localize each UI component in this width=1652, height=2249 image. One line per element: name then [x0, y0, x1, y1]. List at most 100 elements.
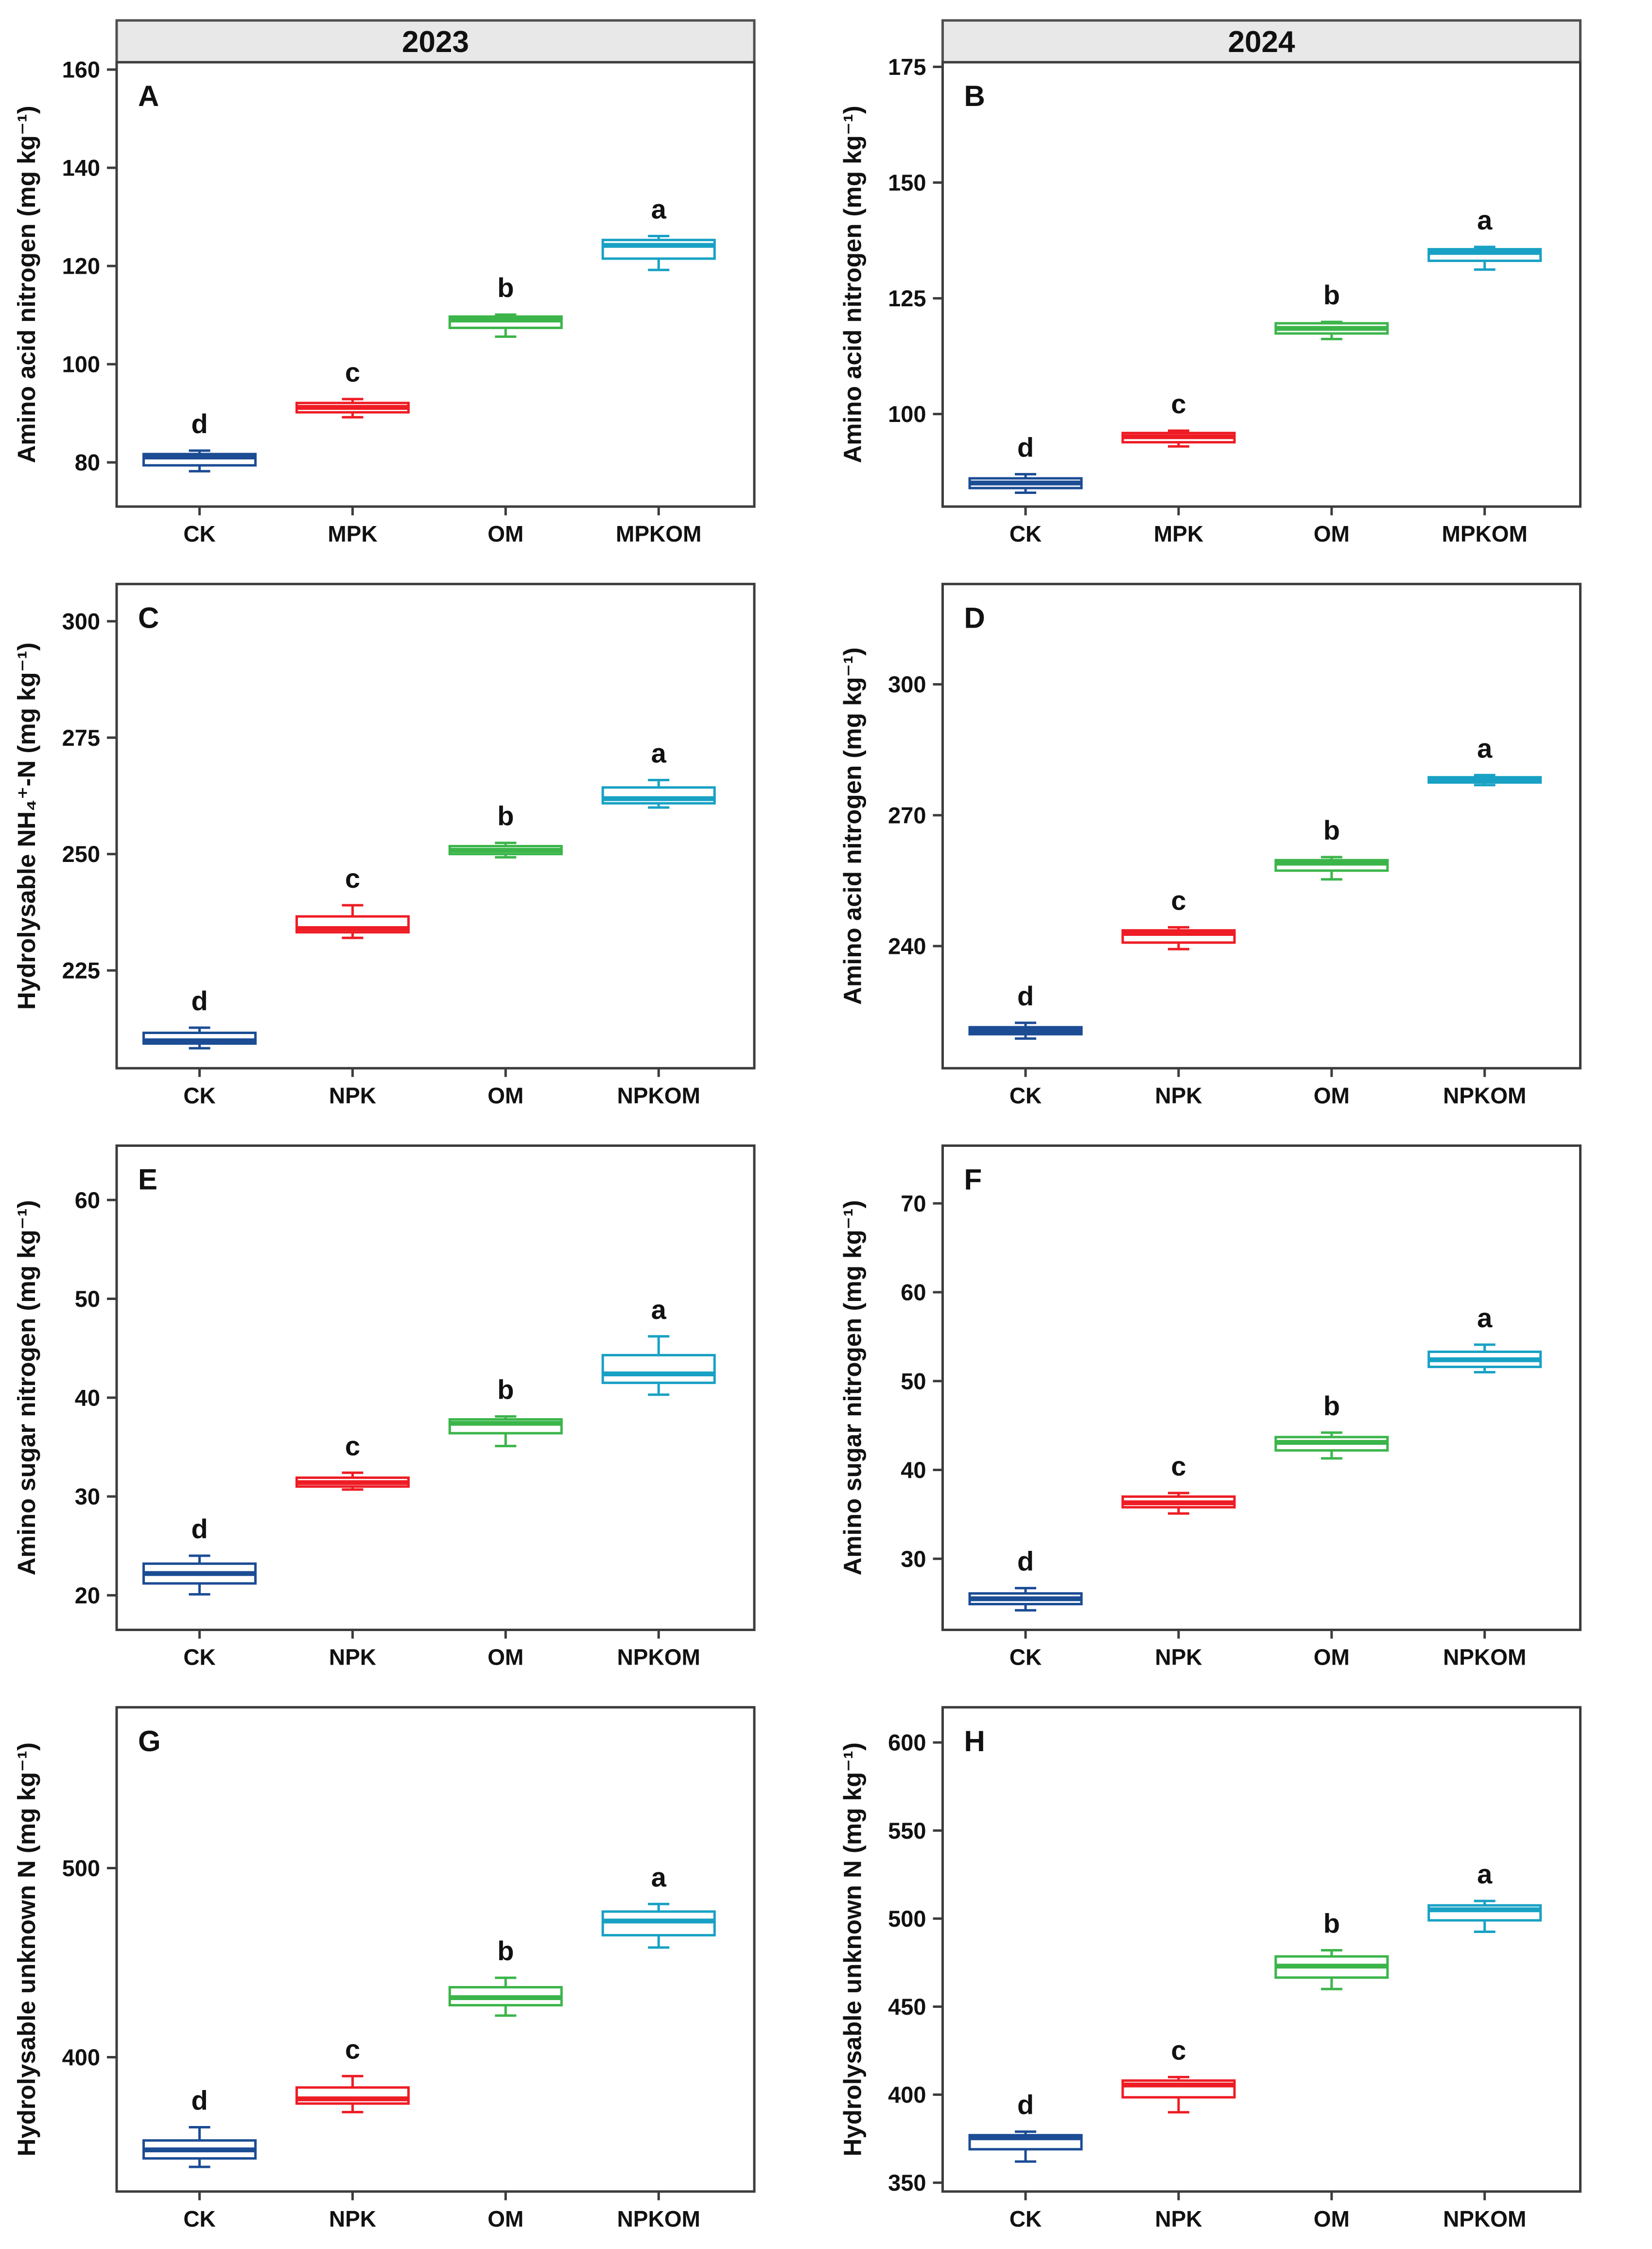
panel-e-npk-sig-letter: c	[345, 1430, 360, 1461]
panel-d-om-sig-letter: b	[1323, 815, 1340, 845]
panel-f-frame	[941, 1144, 1582, 1631]
panel-f: 30 40 50 60 70 Amino sugar nitrogen (mg kg⁻¹)…	[839, 1144, 1582, 1670]
panel-g-ytick-label: 400	[62, 2044, 100, 2070]
panel-c-ytick-label: 300	[62, 608, 100, 634]
panel-h-npk-sig-letter: c	[1171, 2035, 1186, 2065]
panel-g-frame	[115, 1706, 756, 2193]
panel-e-npkom-sig-letter: a	[651, 1294, 667, 1325]
panel-g-ck-sig-letter: d	[191, 2085, 208, 2115]
panel-g-letter: G	[138, 1725, 161, 1757]
panel-d-ck-sig-letter: d	[1017, 981, 1034, 1011]
panel-a-om-xtick-label: OM	[487, 521, 523, 546]
panel-h-om-xtick-label: OM	[1314, 2206, 1350, 2231]
panel-h-y-axis-label: Hydrolysable unknown N (mg kg⁻¹)	[839, 1742, 867, 2157]
panel-h-ytick-label: 600	[888, 1730, 926, 1756]
panel-b-mpkom-xtick-label: MPKOM	[1442, 521, 1528, 546]
panel-h-ytick-label: 350	[888, 2170, 926, 2196]
panel-c-npkom-xtick-label: NPKOM	[617, 1083, 700, 1108]
panel-a-mpk-xtick-label: MPK	[328, 521, 377, 546]
panel-e-y-axis-label: Amino sugar nitrogen (mg kg⁻¹)	[13, 1200, 40, 1575]
panel-c-letter: C	[138, 601, 159, 634]
panel-b-frame	[941, 61, 1582, 508]
panel-b-mpk-sig-letter: c	[1171, 388, 1186, 419]
panel-d-npk-xtick-label: NPK	[1155, 1083, 1202, 1108]
panel-d-ytick-label: 240	[888, 933, 926, 959]
panel-d-om-xtick-label: OM	[1314, 1083, 1350, 1108]
panel-e-ytick-label: 60	[75, 1187, 100, 1213]
panel-f-y-axis-label: Amino sugar nitrogen (mg kg⁻¹)	[839, 1200, 867, 1575]
panel-c-ytick-label: 275	[62, 725, 100, 751]
panel-f-ck-xtick-label: CK	[1009, 1645, 1042, 1670]
panel-h-om-sig-letter: b	[1323, 1908, 1340, 1939]
panel-f-npk-sig-letter: c	[1171, 1451, 1186, 1481]
panel-b: 2024 100 125 150 175 Amino acid nitrogen (mg …	[839, 19, 1582, 546]
panel-h-letter: H	[964, 1725, 985, 1757]
panel-a: 2023 80 100 120 140 160 Amino acid nitrogen (m…	[13, 19, 756, 546]
panel-b-ytick-label: 100	[888, 401, 926, 427]
panel-g: 400 500 Hydrolysable unknown N (mg kg⁻¹) G C…	[13, 1706, 756, 2231]
panel-c-ck-sig-letter: d	[191, 985, 208, 1016]
panel-h-ytick-label: 450	[888, 1994, 926, 2020]
panel-a-ytick-label: 80	[75, 450, 100, 475]
panel-b-ytick-label: 125	[888, 285, 926, 311]
panel-g-om-xtick-label: OM	[487, 2206, 523, 2231]
panel-d-npk-sig-letter: c	[1171, 885, 1186, 915]
panel-e-ytick-label: 30	[75, 1484, 100, 1510]
panel-h-npkom-xtick-label: NPKOM	[1443, 2206, 1526, 2231]
panel-e: 20 30 40 50 60 Amino sugar nitrogen (mg kg⁻¹)…	[13, 1144, 756, 1670]
panel-d-frame	[941, 582, 1582, 1070]
panel-f-ck-sig-letter: d	[1017, 1546, 1034, 1577]
panel-g-y-axis-label: Hydrolysable unknown N (mg kg⁻¹)	[13, 1742, 40, 2157]
panel-d-ytick-label: 300	[888, 671, 926, 697]
panel-b-mpk-xtick-label: MPK	[1154, 521, 1203, 546]
year-header-label: 2024	[1228, 25, 1295, 59]
panel-g-ytick-label: 500	[62, 1855, 100, 1881]
panel-f-npkom-sig-letter: a	[1477, 1302, 1493, 1333]
panel-d-ytick-label: 270	[888, 802, 926, 828]
panel-e-ytick-label: 20	[75, 1582, 100, 1608]
panel-c-npk-xtick-label: NPK	[329, 1083, 376, 1108]
panel-a-mpkom-box	[601, 239, 716, 260]
panel-a-y-axis-label: Amino acid nitrogen (mg kg⁻¹)	[13, 105, 40, 463]
panel-h-frame	[941, 1706, 1582, 2193]
panel-h-ck-xtick-label: CK	[1009, 2206, 1042, 2231]
panel-b-ytick-label: 175	[888, 54, 926, 80]
panel-b-ytick-label: 150	[888, 170, 926, 195]
panel-c: 225 250 275 300 Hydrolysable NH₄⁺-N (mg kg⁻¹…	[13, 582, 756, 1108]
panel-a-ytick-label: 160	[62, 57, 100, 83]
panel-a-ytick-label: 140	[62, 155, 100, 181]
panel-a-letter: A	[138, 80, 159, 112]
panel-f-om-sig-letter: b	[1323, 1390, 1340, 1421]
panel-g-npkom-xtick-label: NPKOM	[617, 2206, 700, 2231]
panel-h: 350 400 450 500 550 600 Hydrolysable unknown N…	[839, 1706, 1582, 2231]
panel-c-npkom-sig-letter: a	[651, 738, 667, 768]
panel-a-ytick-label: 100	[62, 351, 100, 377]
panel-e-ytick-label: 40	[75, 1385, 100, 1410]
panel-b-om-sig-letter: b	[1323, 280, 1340, 310]
panel-g-npk-sig-letter: c	[345, 2034, 360, 2064]
panel-c-y-axis-label: Hydrolysable NH₄⁺-N (mg kg⁻¹)	[13, 643, 40, 1010]
panel-f-npkom-xtick-label: NPKOM	[1443, 1645, 1526, 1670]
panel-c-om-sig-letter: b	[497, 801, 514, 831]
panel-e-om-xtick-label: OM	[487, 1645, 523, 1670]
panel-a-om-sig-letter: b	[497, 272, 514, 303]
panel-b-om-xtick-label: OM	[1314, 521, 1350, 546]
year-header-strip	[115, 19, 756, 64]
panel-a-ytick-label: 120	[62, 253, 100, 279]
panel-a-mpkom-sig-letter: a	[651, 194, 667, 225]
panel-c-frame	[115, 582, 756, 1070]
year-header-label: 2023	[402, 25, 469, 59]
panel-b-ck-sig-letter: d	[1017, 432, 1034, 462]
panel-e-ck-xtick-label: CK	[183, 1645, 215, 1670]
panel-f-ytick-label: 30	[901, 1546, 926, 1572]
panel-h-ck-sig-letter: d	[1017, 2090, 1034, 2120]
panel-e-ck-sig-letter: d	[191, 1513, 208, 1544]
panel-h-ytick-label: 500	[888, 1906, 926, 1932]
panel-c-ytick-label: 225	[62, 958, 100, 984]
panel-f-ytick-label: 40	[901, 1457, 926, 1483]
panel-f-om-xtick-label: OM	[1314, 1645, 1350, 1670]
panel-e-letter: E	[138, 1163, 157, 1196]
panel-b-ck-xtick-label: CK	[1009, 521, 1042, 546]
panel-f-letter: F	[964, 1163, 982, 1196]
